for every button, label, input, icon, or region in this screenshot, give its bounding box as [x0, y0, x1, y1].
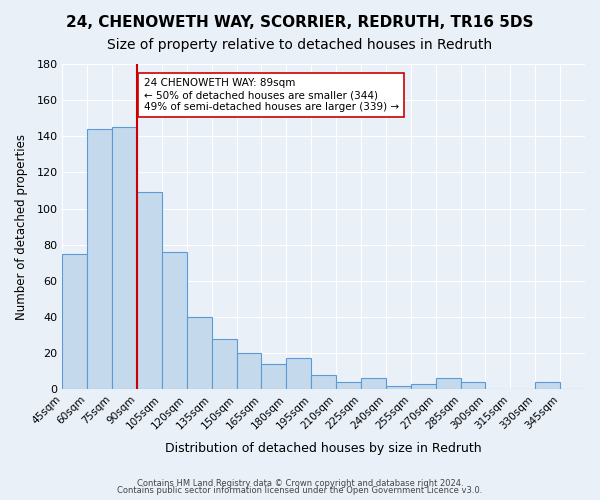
Bar: [87, 129, 112, 389]
Bar: [262, 364, 286, 389]
Bar: [187, 317, 212, 389]
Bar: [212, 338, 236, 389]
Bar: [112, 127, 137, 389]
Bar: [162, 252, 187, 389]
Bar: [236, 353, 262, 389]
Y-axis label: Number of detached properties: Number of detached properties: [15, 134, 28, 320]
X-axis label: Distribution of detached houses by size in Redruth: Distribution of detached houses by size …: [166, 442, 482, 455]
Bar: [286, 358, 311, 389]
Text: Contains public sector information licensed under the Open Government Licence v3: Contains public sector information licen…: [118, 486, 482, 495]
Bar: [62, 254, 87, 389]
Bar: [311, 374, 336, 389]
Bar: [336, 382, 361, 389]
Bar: [436, 378, 461, 389]
Text: Size of property relative to detached houses in Redruth: Size of property relative to detached ho…: [107, 38, 493, 52]
Bar: [361, 378, 386, 389]
Text: 24, CHENOWETH WAY, SCORRIER, REDRUTH, TR16 5DS: 24, CHENOWETH WAY, SCORRIER, REDRUTH, TR…: [66, 15, 534, 30]
Bar: [461, 382, 485, 389]
Bar: [137, 192, 162, 389]
Bar: [386, 386, 411, 389]
Text: 24 CHENOWETH WAY: 89sqm
← 50% of detached houses are smaller (344)
49% of semi-d: 24 CHENOWETH WAY: 89sqm ← 50% of detache…: [143, 78, 399, 112]
Bar: [411, 384, 436, 389]
Bar: [535, 382, 560, 389]
Text: Contains HM Land Registry data © Crown copyright and database right 2024.: Contains HM Land Registry data © Crown c…: [137, 478, 463, 488]
